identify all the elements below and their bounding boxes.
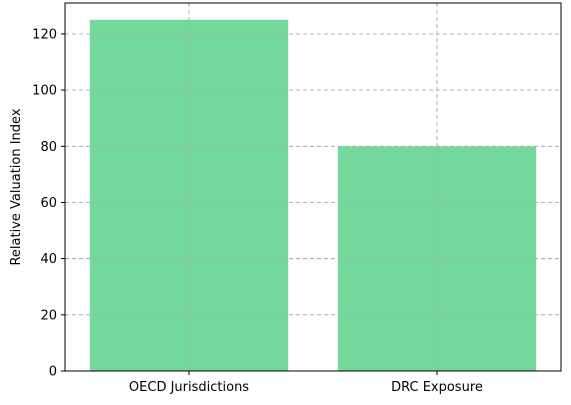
y-axis-ticks: 0 20 40 60 80 100 120 — [32, 27, 65, 380]
axes: 0 20 40 60 80 100 120 OECD Jurisdictions DRC Ex… — [9, 2, 562, 395]
y-tick-label: 120 — [32, 27, 57, 42]
x-tick-label: DRC Exposure — [391, 380, 483, 395]
y-tick-label: 100 — [32, 84, 57, 99]
y-tick-label: 80 — [40, 140, 57, 155]
y-tick-label: 0 — [49, 365, 57, 380]
x-axis-ticks: OECD Jurisdictions DRC Exposure — [129, 371, 483, 395]
y-tick-label: 20 — [40, 308, 57, 323]
y-tick-label: 40 — [40, 252, 57, 267]
plot-frame — [64, 2, 562, 372]
bars — [65, 3, 561, 372]
y-tick-label: 60 — [40, 196, 57, 211]
x-tick-label: OECD Jurisdictions — [129, 380, 249, 395]
y-axis-label: Relative Valuation Index — [9, 108, 24, 265]
